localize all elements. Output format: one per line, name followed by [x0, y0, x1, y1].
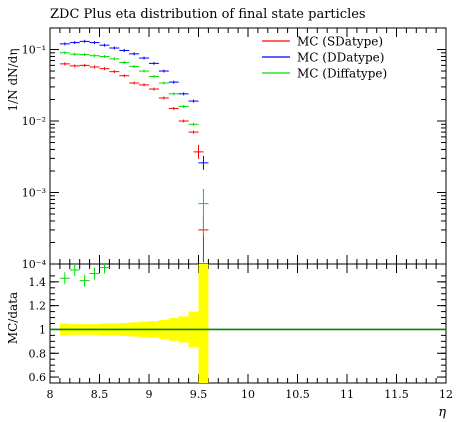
ratio-y-tick-label: 0.8 — [29, 347, 47, 360]
x-tick-label: 9 — [146, 388, 153, 401]
ratio-y-tick-label: 0.6 — [29, 371, 47, 384]
x-axis-label: η — [438, 405, 446, 420]
ratio-y-tick-label: 1 — [39, 323, 46, 336]
uncertainty-band-bin — [198, 264, 209, 383]
x-tick-label: 12 — [439, 388, 453, 401]
y-tick-label: 10⁻³ — [22, 187, 46, 200]
x-tick-label: 9.5 — [190, 388, 208, 401]
x-tick-label: 10.5 — [285, 388, 310, 401]
ratio-y-tick-label: 1.4 — [29, 276, 47, 289]
x-tick-label: 11.5 — [384, 388, 409, 401]
ratio-panel: 8 8.5 9 9.5 10 10.5 11 11.5 12 0.6 0.8 1 1.2 1.4 — [29, 263, 453, 401]
x-tick-label: 8.5 — [91, 388, 109, 401]
y-tick-label: 10⁻² — [22, 115, 46, 128]
chart-title: ZDC Plus eta distribution of final state… — [50, 7, 366, 22]
ratio-y-axis-label: MC/data — [6, 292, 20, 344]
x-tick-label: 8 — [47, 388, 54, 401]
legend-label: MC (SDatype) — [297, 35, 383, 49]
y-tick-label: 10⁻⁴ — [22, 258, 47, 271]
ratio-y-tick-label: 1.2 — [29, 300, 47, 313]
legend: MC (SDatype) MC (DDatype) MC (Diffatype) — [262, 35, 387, 81]
y-axis-label: 1/N dN/dη — [6, 48, 20, 111]
legend-label: MC (Diffatype) — [297, 67, 387, 81]
x-tick-label: 11 — [340, 388, 354, 401]
legend-label: MC (DDatype) — [297, 51, 384, 65]
main-frame — [49, 27, 447, 265]
x-tick-label: 10 — [241, 388, 255, 401]
y-tick-label: 10⁻¹ — [22, 44, 46, 57]
